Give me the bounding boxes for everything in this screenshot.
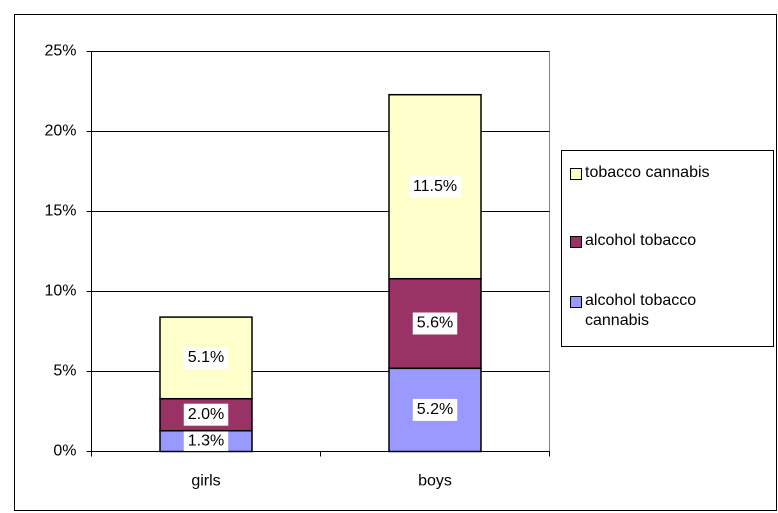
y-tick-label: 5% bbox=[53, 363, 76, 380]
y-tick-label: 20% bbox=[44, 123, 76, 140]
legend-swatch bbox=[570, 296, 582, 308]
legend-swatch bbox=[570, 236, 582, 248]
data-label: 5.2% bbox=[417, 401, 453, 418]
y-tick-label: 0% bbox=[53, 443, 76, 460]
legend-label: alcohol tobacco bbox=[585, 232, 697, 249]
data-label-bg bbox=[408, 175, 462, 198]
data-label-bg bbox=[412, 312, 458, 335]
data-label: 1.3% bbox=[188, 432, 224, 449]
legend-item: alcohol tobacco cannabis bbox=[570, 291, 770, 331]
legend-swatch bbox=[570, 168, 582, 180]
legend: alcohol tobacco cannabis alcohol tobacco t… bbox=[561, 150, 774, 347]
x-tick-label: girls bbox=[191, 473, 220, 490]
legend-item: tobacco cannabis bbox=[570, 163, 770, 183]
legend-label: alcohol tobacco cannabis bbox=[585, 292, 697, 329]
data-label-bg bbox=[183, 403, 229, 426]
data-label-bg bbox=[183, 430, 229, 453]
data-label-bg bbox=[183, 346, 229, 369]
data-label: 11.5% bbox=[413, 178, 457, 195]
data-label: 5.1% bbox=[188, 349, 224, 366]
x-tick-label: boys bbox=[418, 473, 452, 490]
legend-label: tobacco cannabis bbox=[585, 164, 710, 181]
data-label: 2.0% bbox=[188, 406, 224, 423]
data-label-bg bbox=[412, 398, 458, 421]
chart-border bbox=[14, 14, 777, 511]
y-tick-label: 10% bbox=[44, 283, 76, 300]
y-tick-label: 25% bbox=[44, 43, 76, 60]
legend-item: alcohol tobacco bbox=[570, 231, 770, 251]
y-tick-label: 15% bbox=[44, 203, 76, 220]
data-label: 5.6% bbox=[417, 315, 453, 332]
